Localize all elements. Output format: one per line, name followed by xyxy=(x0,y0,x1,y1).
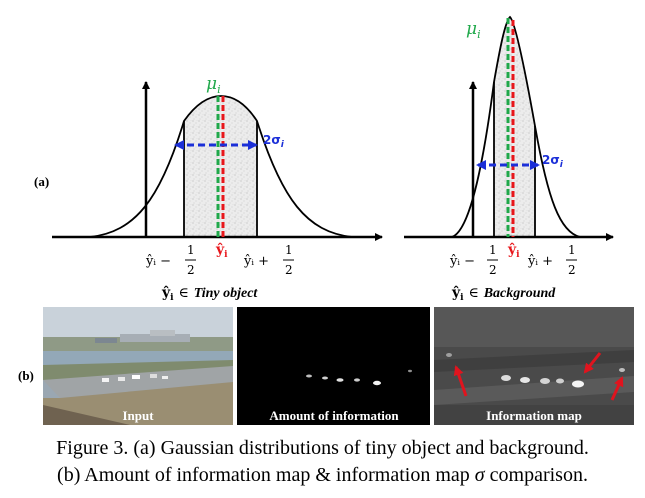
left-gaussian-curve xyxy=(89,95,353,238)
left-gaussian-plot: μi 2σi ŷi ŷᵢ − 1 2 ŷᵢ + 1 2 ŷi ∈ Tiny ob… xyxy=(52,74,383,304)
caption-sigma: σ xyxy=(474,464,485,486)
right-gaussian-plot: μi 2σi ŷi ŷᵢ − 1 2 ŷᵢ + 1 2 ŷi ∈ Backgro… xyxy=(404,15,614,304)
left-lower-bound-label: ŷᵢ − xyxy=(145,254,171,269)
right-upper-frac-num: 1 xyxy=(568,243,576,257)
left-upper-bound-label: ŷᵢ + xyxy=(243,254,269,269)
info-map-arrow-right xyxy=(610,376,624,401)
right-lower-bound-label: ŷᵢ − xyxy=(449,254,475,269)
right-gaussian-curve xyxy=(451,15,581,238)
caption-line-2-pre: (b) Amount of information map & informat… xyxy=(57,464,475,486)
right-yhat-label: ŷi xyxy=(507,241,520,260)
left-mu-label: μi xyxy=(206,74,221,96)
left-lower-frac-num: 1 xyxy=(187,243,195,257)
amount-of-information-image: Amount of information xyxy=(237,307,430,425)
info-map-arrow-left xyxy=(453,365,468,397)
info-map-arrow-middle xyxy=(583,352,602,374)
right-lower-frac-num: 1 xyxy=(489,243,497,257)
right-lower-frac-den: 2 xyxy=(489,263,497,277)
left-sigma-label: 2σi xyxy=(263,133,285,150)
left-plot-subtitle: ŷi ∈ Tiny object xyxy=(161,284,258,304)
right-upper-frac-den: 2 xyxy=(568,263,576,277)
right-sigma-label: 2σi xyxy=(542,153,564,170)
left-lower-frac-den: 2 xyxy=(187,263,195,277)
right-mu-label: μi xyxy=(466,19,481,41)
figure-caption-line-1: Figure 3. (a) Gaussian distributions of … xyxy=(56,437,589,459)
left-upper-frac-num: 1 xyxy=(285,243,293,257)
right-upper-bound-label: ŷᵢ + xyxy=(527,254,553,269)
information-map-image: Information map xyxy=(434,307,634,425)
left-shaded-region xyxy=(184,96,257,237)
input-image: Input xyxy=(43,307,233,425)
panel-b-tag: (b) xyxy=(18,368,34,383)
left-upper-frac-den: 2 xyxy=(285,263,293,277)
input-image-label: Input xyxy=(122,408,154,423)
figure-caption-line-2: (b) Amount of information map & informat… xyxy=(0,463,645,487)
panel-a-tag: (a) xyxy=(34,174,49,189)
right-plot-subtitle: ŷi ∈ Background xyxy=(451,284,556,304)
left-yhat-label: ŷi xyxy=(215,241,228,260)
amount-of-information-label: Amount of information xyxy=(269,408,399,423)
caption-line-2-post: comparison. xyxy=(484,464,588,486)
information-map-label: Information map xyxy=(486,408,582,423)
